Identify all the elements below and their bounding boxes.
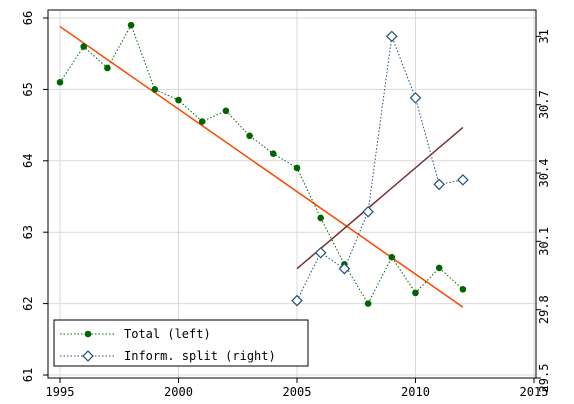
data-point-total bbox=[270, 150, 277, 157]
series-layer bbox=[56, 21, 469, 307]
legend-marker-inform bbox=[82, 350, 94, 362]
x-tick-label: 2010 bbox=[401, 385, 430, 399]
y-right-tick-label: 30.1 bbox=[537, 227, 551, 256]
y-right-tick-label: 30.4 bbox=[537, 159, 551, 188]
data-point-inform bbox=[433, 178, 445, 191]
data-point-total bbox=[127, 21, 135, 29]
plot-frame bbox=[47, 9, 537, 379]
data-point-total bbox=[293, 164, 301, 172]
x-tick-label: 1995 bbox=[46, 385, 75, 399]
data-point-total bbox=[246, 132, 253, 140]
y-left-tick-label: 65 bbox=[21, 82, 35, 96]
legend-box bbox=[53, 319, 309, 367]
y-left-tick-label: 62 bbox=[21, 296, 35, 310]
legend: Total (left) Inform. split (right) bbox=[53, 319, 309, 367]
plot-background bbox=[48, 10, 536, 378]
data-point-total bbox=[175, 96, 182, 104]
data-point-total bbox=[198, 118, 206, 125]
series-line-0 bbox=[59, 23, 464, 305]
data-point-total bbox=[435, 264, 443, 272]
y-right-tick-label: 29.5 bbox=[537, 364, 551, 393]
data-point-inform bbox=[457, 174, 469, 186]
data-point-total bbox=[459, 286, 467, 293]
trend-lines bbox=[59, 25, 464, 308]
data-point-total bbox=[151, 86, 159, 93]
data-point-total bbox=[222, 107, 230, 115]
legend-label-total: Total (left) bbox=[124, 327, 211, 341]
data-point-total bbox=[80, 43, 87, 50]
trend-line-right bbox=[296, 126, 464, 270]
data-point-inform bbox=[386, 30, 398, 43]
axes: 1995 2000 2005 2010 2015 61 62 63 64 65 66 29.5 29.8… bbox=[21, 11, 551, 399]
data-point-inform bbox=[291, 294, 303, 307]
data-point-inform bbox=[362, 205, 374, 218]
data-point-total bbox=[388, 253, 396, 261]
y-right-tick-label: 30.7 bbox=[537, 90, 551, 119]
data-point-total bbox=[104, 64, 111, 72]
y-right-tick-label: 29.8 bbox=[537, 295, 551, 324]
x-tick-label: 2015 bbox=[520, 385, 549, 399]
data-point-total bbox=[56, 78, 64, 86]
x-tick-label: 2000 bbox=[164, 385, 193, 399]
data-point-inform bbox=[314, 246, 327, 259]
grid bbox=[48, 10, 536, 378]
data-point-total bbox=[412, 289, 419, 297]
legend-marker-total bbox=[84, 330, 92, 338]
data-point-total bbox=[317, 214, 325, 222]
y-left-tick-label: 66 bbox=[21, 11, 35, 25]
y-right-tick-label: 31 bbox=[537, 29, 551, 43]
y-left-tick-label: 64 bbox=[21, 154, 35, 168]
legend-label-inform: Inform. split (right) bbox=[124, 349, 276, 363]
data-point-inform bbox=[409, 92, 422, 104]
trend-line-left bbox=[59, 25, 464, 308]
data-point-inform bbox=[338, 262, 351, 275]
y-left-tick-label: 61 bbox=[21, 368, 35, 382]
series-line-1 bbox=[296, 36, 463, 301]
data-point-total bbox=[364, 300, 372, 307]
y-left-tick-label: 63 bbox=[21, 225, 35, 239]
x-tick-label: 2005 bbox=[283, 385, 312, 399]
